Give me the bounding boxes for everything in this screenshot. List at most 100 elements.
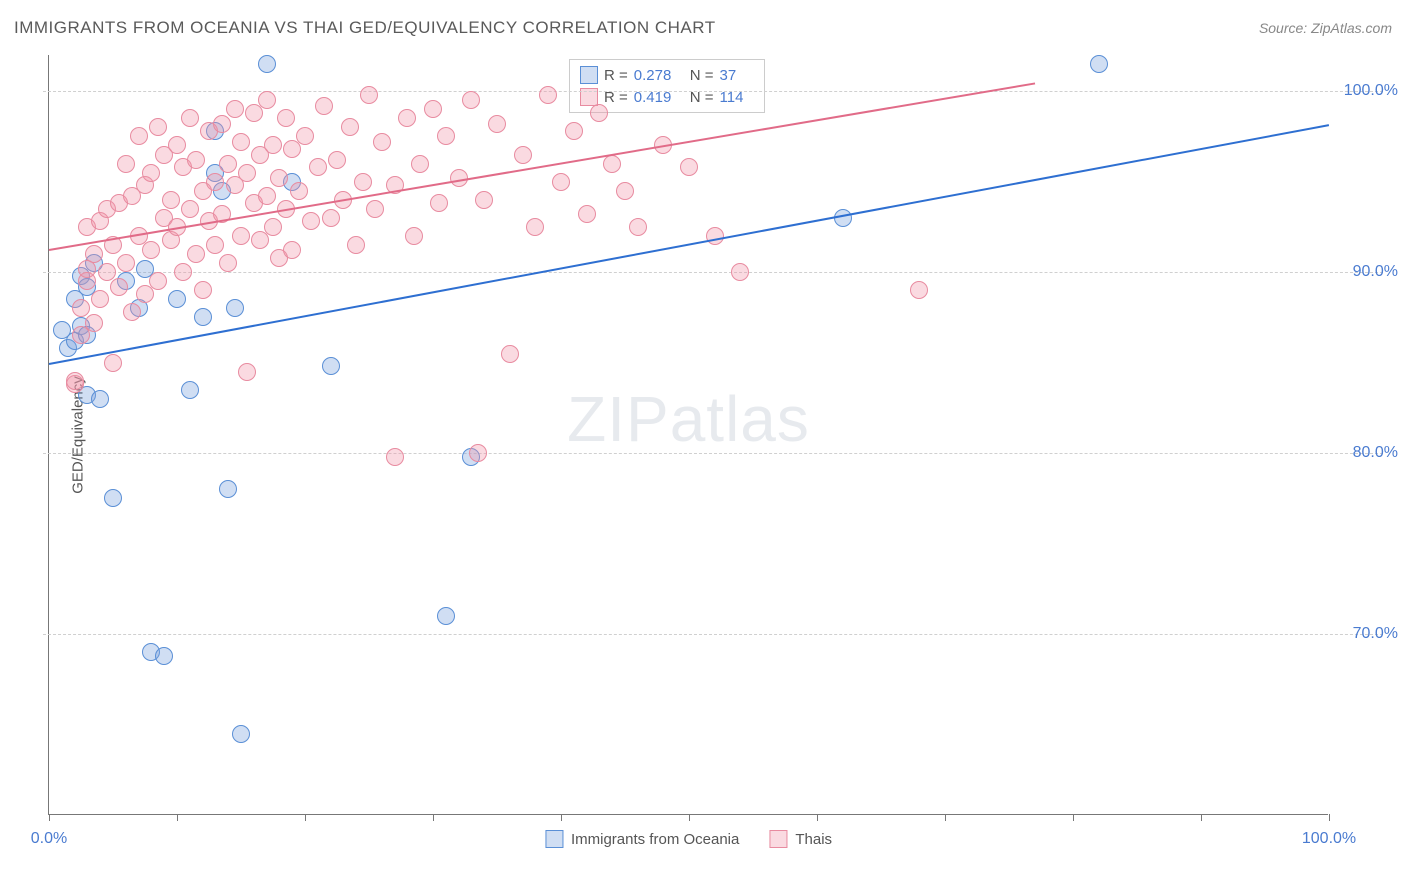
scatter-point bbox=[168, 290, 186, 308]
scatter-point bbox=[117, 155, 135, 173]
scatter-point bbox=[514, 146, 532, 164]
scatter-point bbox=[270, 169, 288, 187]
scatter-point bbox=[238, 363, 256, 381]
plot-area: GED/Equivalency ZIPatlas R =0.278N =37R … bbox=[48, 55, 1328, 815]
scatter-point bbox=[501, 345, 519, 363]
scatter-point bbox=[187, 151, 205, 169]
legend-swatch bbox=[769, 830, 787, 848]
scatter-point bbox=[219, 155, 237, 173]
scatter-point bbox=[590, 104, 608, 122]
scatter-point bbox=[206, 173, 224, 191]
stats-row: R =0.278N =37 bbox=[580, 64, 754, 86]
scatter-point bbox=[277, 109, 295, 127]
legend-label: Immigrants from Oceania bbox=[571, 831, 739, 848]
scatter-point bbox=[302, 212, 320, 230]
scatter-point bbox=[283, 241, 301, 259]
scatter-point bbox=[616, 182, 634, 200]
scatter-point bbox=[258, 91, 276, 109]
scatter-point bbox=[85, 314, 103, 332]
scatter-point bbox=[206, 236, 224, 254]
scatter-point bbox=[731, 263, 749, 281]
x-tick bbox=[817, 814, 818, 821]
scatter-point bbox=[552, 173, 570, 191]
scatter-point bbox=[347, 236, 365, 254]
x-tick bbox=[177, 814, 178, 821]
scatter-point bbox=[315, 97, 333, 115]
scatter-point bbox=[264, 218, 282, 236]
x-tick bbox=[49, 814, 50, 821]
chart-container: IMMIGRANTS FROM OCEANIA VS THAI GED/EQUI… bbox=[0, 0, 1406, 892]
scatter-point bbox=[66, 372, 84, 390]
scatter-point bbox=[373, 133, 391, 151]
scatter-point bbox=[629, 218, 647, 236]
y-tick-label: 80.0% bbox=[1338, 444, 1398, 462]
scatter-point bbox=[174, 263, 192, 281]
scatter-point bbox=[578, 205, 596, 223]
y-tick-label: 90.0% bbox=[1338, 263, 1398, 281]
grid-line bbox=[43, 272, 1383, 273]
scatter-point bbox=[181, 381, 199, 399]
scatter-point bbox=[110, 278, 128, 296]
x-tick bbox=[1073, 814, 1074, 821]
scatter-point bbox=[104, 354, 122, 372]
x-tick-label: 0.0% bbox=[31, 830, 67, 848]
scatter-point bbox=[213, 115, 231, 133]
scatter-point bbox=[219, 480, 237, 498]
scatter-point bbox=[149, 118, 167, 136]
scatter-point bbox=[322, 357, 340, 375]
scatter-point bbox=[430, 194, 448, 212]
scatter-point bbox=[194, 308, 212, 326]
grid-line bbox=[43, 634, 1383, 635]
scatter-point bbox=[680, 158, 698, 176]
x-tick bbox=[433, 814, 434, 821]
stats-n-value: 37 bbox=[720, 67, 754, 84]
stats-swatch bbox=[580, 66, 598, 84]
scatter-point bbox=[539, 86, 557, 104]
scatter-point bbox=[72, 299, 90, 317]
scatter-point bbox=[194, 281, 212, 299]
scatter-point bbox=[232, 227, 250, 245]
x-tick bbox=[561, 814, 562, 821]
scatter-point bbox=[155, 647, 173, 665]
stats-row: R =0.419N =114 bbox=[580, 86, 754, 108]
scatter-point bbox=[309, 158, 327, 176]
source-value: ZipAtlas.com bbox=[1311, 20, 1392, 36]
legend-label: Thais bbox=[795, 831, 832, 848]
scatter-point bbox=[117, 254, 135, 272]
scatter-point bbox=[258, 187, 276, 205]
scatter-point bbox=[322, 209, 340, 227]
scatter-point bbox=[181, 200, 199, 218]
x-tick bbox=[1329, 814, 1330, 821]
scatter-point bbox=[91, 290, 109, 308]
scatter-point bbox=[328, 151, 346, 169]
scatter-point bbox=[142, 241, 160, 259]
x-tick bbox=[945, 814, 946, 821]
scatter-point bbox=[130, 127, 148, 145]
scatter-point bbox=[462, 91, 480, 109]
scatter-point bbox=[187, 245, 205, 263]
scatter-point bbox=[386, 448, 404, 466]
scatter-point bbox=[123, 303, 141, 321]
scatter-point bbox=[565, 122, 583, 140]
scatter-point bbox=[258, 55, 276, 73]
scatter-point bbox=[910, 281, 928, 299]
watermark: ZIPatlas bbox=[567, 382, 810, 456]
scatter-point bbox=[238, 164, 256, 182]
scatter-point bbox=[488, 115, 506, 133]
scatter-point bbox=[232, 133, 250, 151]
chart-title: IMMIGRANTS FROM OCEANIA VS THAI GED/EQUI… bbox=[14, 18, 716, 38]
y-tick-label: 100.0% bbox=[1338, 82, 1398, 100]
scatter-point bbox=[437, 607, 455, 625]
scatter-point bbox=[104, 489, 122, 507]
scatter-point bbox=[98, 263, 116, 281]
scatter-point bbox=[290, 182, 308, 200]
watermark-zip: ZIP bbox=[567, 383, 670, 455]
watermark-atlas: atlas bbox=[670, 383, 810, 455]
scatter-point bbox=[341, 118, 359, 136]
scatter-point bbox=[526, 218, 544, 236]
x-tick bbox=[1201, 814, 1202, 821]
scatter-point bbox=[366, 200, 384, 218]
grid-line bbox=[43, 453, 1383, 454]
scatter-point bbox=[603, 155, 621, 173]
scatter-point bbox=[142, 164, 160, 182]
